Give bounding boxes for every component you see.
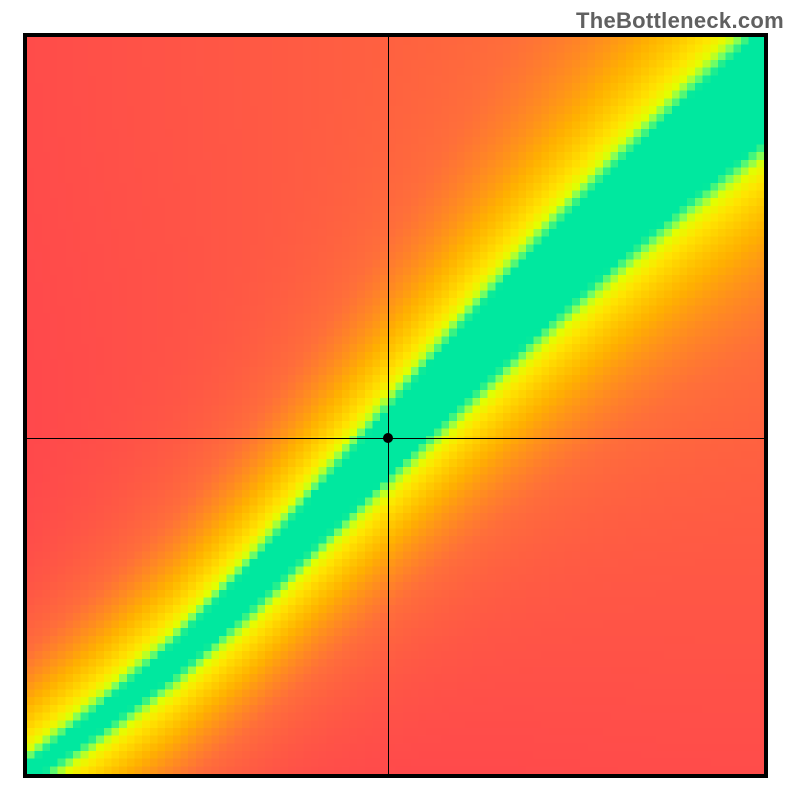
heatmap-canvas xyxy=(27,37,764,774)
crosshair-vertical xyxy=(388,37,389,774)
root: TheBottleneck.com xyxy=(0,0,800,800)
crosshair-horizontal xyxy=(27,438,764,439)
plot-frame xyxy=(23,33,768,778)
watermark-text: TheBottleneck.com xyxy=(576,8,784,34)
crosshair-marker xyxy=(383,433,393,443)
